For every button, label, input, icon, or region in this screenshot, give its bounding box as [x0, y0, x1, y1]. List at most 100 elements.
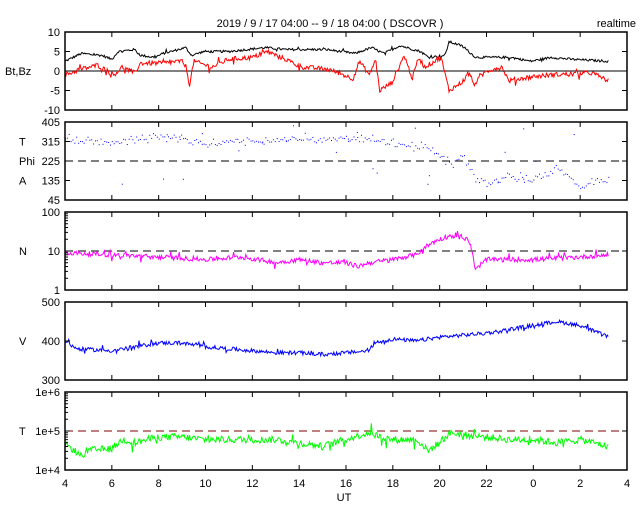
data-point [291, 136, 293, 138]
data-point [285, 140, 287, 142]
data-point [201, 133, 203, 135]
data-point [417, 147, 419, 149]
data-point [480, 178, 482, 180]
data-point [600, 179, 602, 181]
data-point [389, 143, 391, 145]
data-point [85, 139, 87, 141]
data-point [276, 138, 278, 140]
data-point [262, 141, 264, 143]
data-point [160, 134, 162, 136]
data-point [184, 138, 186, 139]
y-tick-label: 45 [48, 195, 60, 207]
data-point [494, 179, 495, 181]
data-point [280, 139, 282, 141]
data-point [428, 175, 430, 177]
data-point [183, 138, 184, 140]
data-point [66, 137, 68, 139]
data-point [490, 184, 492, 186]
data-point [387, 143, 389, 145]
data-point [194, 140, 196, 141]
x-tick-label: 10 [199, 478, 211, 490]
data-point [319, 138, 321, 140]
data-point [104, 141, 106, 142]
data-point [420, 141, 422, 143]
data-point [507, 172, 509, 174]
x-tick-label: 14 [293, 478, 305, 490]
data-point [301, 139, 302, 141]
data-point [436, 152, 438, 154]
data-point [582, 186, 583, 188]
y-tick-label: 1e+5 [35, 426, 60, 438]
data-point [509, 173, 510, 175]
data-point [158, 138, 160, 140]
data-point [334, 138, 336, 140]
data-point [366, 139, 368, 141]
data-point [222, 140, 224, 142]
series-t-line [64, 423, 609, 459]
data-point [540, 178, 542, 179]
data-point [162, 136, 164, 138]
data-point [568, 176, 570, 178]
data-point [169, 138, 171, 140]
data-point [95, 140, 96, 142]
y-tick-label: -5 [50, 86, 60, 98]
panel-t: 4 6 8 10 12 14 16 18 20 22 0 2 4 1e+6 1e+5 1e+4 T [19, 387, 630, 490]
data-point [310, 138, 312, 140]
data-point [308, 139, 310, 141]
data-point [407, 145, 409, 147]
data-point [426, 147, 428, 149]
data-point [316, 142, 317, 144]
data-point [391, 139, 392, 141]
data-point [552, 172, 554, 174]
data-point [293, 137, 295, 138]
data-point [608, 176, 610, 178]
data-point [570, 177, 572, 179]
data-point [469, 169, 471, 171]
x-tick-label: 16 [340, 478, 352, 490]
data-point [154, 134, 156, 136]
data-point [548, 175, 550, 177]
data-point [246, 137, 248, 139]
y-tick-label: 100 [42, 207, 60, 219]
data-point [340, 136, 342, 138]
data-point [181, 134, 183, 136]
data-point [351, 139, 353, 141]
chart-title: 2019 / 9 / 17 04:00 -- 9 / 18 04:00 ( DS… [217, 18, 444, 30]
data-point [374, 140, 376, 142]
data-point [439, 156, 441, 158]
data-point [402, 143, 404, 145]
data-point [323, 137, 325, 139]
data-point [475, 181, 477, 183]
data-point [447, 156, 449, 158]
data-point [153, 133, 154, 135]
panel-frame [64, 301, 628, 381]
y-tick-label: 0 [54, 66, 60, 78]
data-point [544, 172, 546, 174]
y-tick-label: 5 [54, 47, 60, 59]
data-point [267, 139, 269, 141]
data-point [70, 141, 72, 143]
data-point [138, 139, 140, 141]
data-point [504, 151, 506, 153]
data-point [186, 139, 188, 141]
data-point [224, 142, 226, 143]
data-point [213, 138, 214, 140]
data-point [347, 138, 349, 140]
data-point [263, 143, 265, 145]
data-point [524, 181, 525, 183]
data-point [427, 183, 429, 185]
data-point [317, 139, 319, 141]
data-point [304, 132, 306, 134]
data-point [597, 178, 598, 180]
data-point [565, 173, 567, 175]
data-point [467, 163, 469, 165]
data-point [83, 142, 85, 144]
data-point [98, 144, 100, 146]
data-point [241, 141, 243, 143]
data-point [525, 175, 527, 176]
data-point [567, 174, 569, 175]
data-point [464, 155, 465, 157]
data-point [269, 141, 271, 143]
data-point [353, 136, 355, 138]
